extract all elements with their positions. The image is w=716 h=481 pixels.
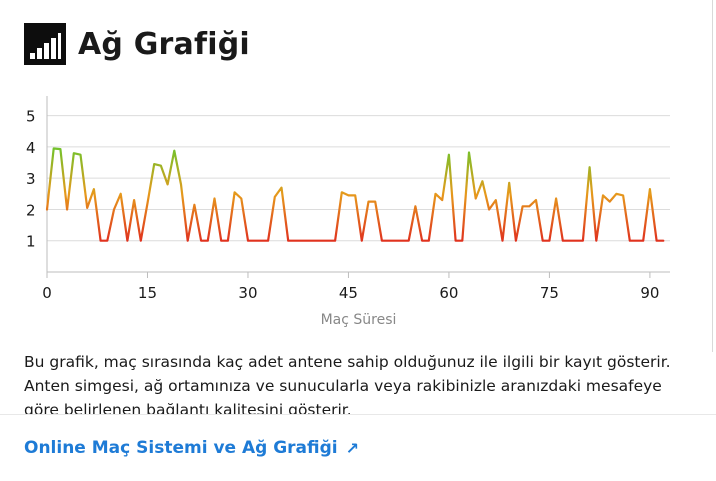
y-tick-label: 5 bbox=[26, 108, 36, 126]
description-line-1: Bu grafik, maç sırasında kaç adet antene… bbox=[24, 353, 671, 371]
series-line bbox=[45, 147, 665, 242]
x-tick-label: 60 bbox=[439, 284, 458, 302]
y-tick-label: 2 bbox=[26, 201, 36, 219]
x-tick-label: 75 bbox=[540, 284, 559, 302]
x-tick-label: 90 bbox=[640, 284, 659, 302]
scroll-edge bbox=[712, 0, 716, 352]
divider bbox=[0, 414, 716, 415]
y-tick-label: 3 bbox=[26, 170, 36, 188]
online-match-system-link[interactable]: Online Maç Sistemi ve Ağ Grafiği ↗ bbox=[24, 438, 359, 458]
x-tick-label: 45 bbox=[339, 284, 358, 302]
x-tick-label: 0 bbox=[42, 284, 52, 302]
x-axis-label: Maç Süresi bbox=[321, 312, 397, 328]
header: Ağ Grafiği bbox=[24, 22, 250, 66]
signal-bars-icon bbox=[24, 23, 66, 65]
x-tick-label: 30 bbox=[238, 284, 257, 302]
page-title: Ağ Grafiği bbox=[78, 26, 250, 62]
y-tick-label: 1 bbox=[26, 233, 36, 251]
description-line-2: Anten simgesi, ağ ortamınıza ve sunucula… bbox=[24, 377, 662, 395]
description: Bu grafik, maç sırasında kaç adet antene… bbox=[24, 350, 684, 414]
description-line-3: göre belirlenen bağlantı kalitesini göst… bbox=[24, 401, 352, 414]
y-tick-label: 4 bbox=[26, 139, 36, 157]
footer-link-label: Online Maç Sistemi ve Ağ Grafiği bbox=[24, 438, 338, 458]
external-arrow-icon: ↗ bbox=[345, 438, 360, 458]
x-tick-label: 15 bbox=[138, 284, 157, 302]
